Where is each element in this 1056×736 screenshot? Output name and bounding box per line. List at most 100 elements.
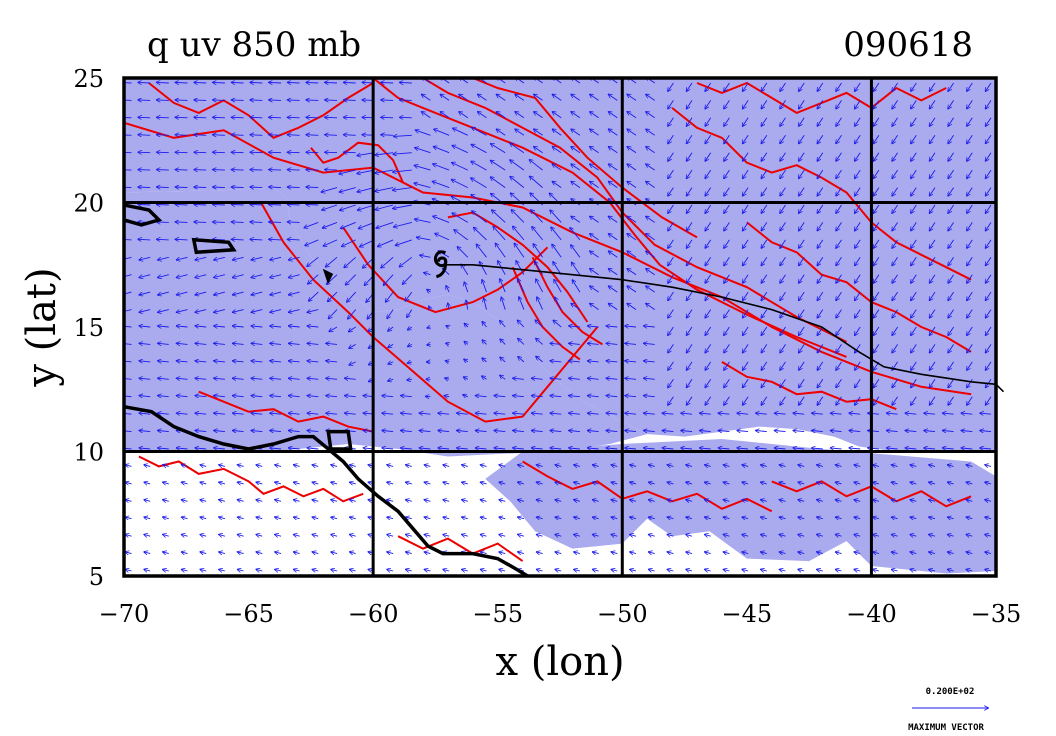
wind-vector [289, 256, 300, 260]
wind-vector [382, 431, 394, 432]
wind-vector [251, 291, 263, 295]
wind-vector [793, 448, 805, 449]
wind-vector [627, 286, 637, 293]
wind-vector [724, 257, 730, 265]
wind-vector [929, 535, 936, 537]
wind-vector [537, 552, 543, 554]
wind-vector [948, 274, 954, 283]
wind-vector [627, 269, 637, 276]
wind-vector [288, 222, 300, 223]
contour-line [310, 141, 404, 184]
wind-vector [443, 465, 450, 467]
wind-vector [331, 535, 338, 537]
wind-vector [289, 326, 300, 327]
wind-vector [492, 210, 506, 223]
wind-vector [644, 343, 655, 344]
wind-vector [408, 344, 412, 346]
wind-vector [986, 361, 992, 370]
wind-vector [518, 320, 525, 328]
wind-vector [630, 535, 637, 537]
wind-vector [269, 204, 282, 205]
wind-vector [407, 379, 412, 380]
wind-vector [251, 256, 263, 260]
wind-vector [182, 482, 188, 484]
wind-vector [588, 413, 599, 414]
wind-vector [873, 482, 880, 484]
wind-vector [606, 378, 618, 379]
wind-vector [609, 234, 618, 241]
shaded-region-south-east-moist-patch [485, 439, 996, 574]
wind-vector [139, 448, 151, 449]
wind-vector [182, 569, 188, 571]
wind-vector [986, 326, 992, 335]
x-tick-label: −65 [223, 600, 274, 628]
wind-vector [817, 309, 824, 318]
x-tick-label: −50 [597, 600, 648, 628]
wind-vector [537, 482, 543, 484]
contour-line [138, 455, 364, 503]
wind-vector [214, 431, 225, 432]
wind-vector [482, 340, 487, 345]
wind-vector [649, 517, 655, 519]
wind-vector [961, 431, 973, 432]
wind-vector [644, 326, 655, 327]
wind-vector [275, 482, 282, 484]
wind-vector [966, 569, 973, 571]
wind-vector [381, 100, 394, 101]
wind-vector [326, 413, 338, 414]
wind-vector [139, 361, 151, 362]
wind-vector [513, 431, 524, 432]
wind-vector [405, 291, 413, 301]
wind-vector [798, 569, 805, 571]
wind-vector [723, 465, 730, 467]
wind-vector [986, 309, 992, 318]
wind-vector [779, 482, 786, 484]
wind-vector [382, 396, 394, 397]
wind-vector [195, 413, 207, 414]
wind-vector [868, 448, 879, 449]
wind-vector [144, 500, 151, 502]
wind-vector [233, 361, 244, 362]
wind-vector [177, 309, 188, 313]
wind-vector [350, 517, 356, 519]
wind-vector [163, 465, 169, 467]
wind-vector [481, 517, 487, 519]
wind-vector [407, 309, 413, 318]
x-tick-label: −70 [99, 600, 150, 628]
wind-vector [195, 274, 207, 278]
wind-vector [213, 187, 225, 188]
wind-vector [275, 465, 282, 467]
wind-vector [667, 500, 674, 502]
wind-vector [144, 535, 151, 537]
wind-vector [966, 500, 973, 502]
wind-vector [419, 413, 431, 414]
wind-vector [930, 257, 936, 265]
wind-vector [213, 82, 225, 83]
contour-line [260, 202, 599, 423]
wind-vector [250, 239, 263, 240]
wind-vector [593, 482, 599, 484]
wind-vector [724, 309, 730, 318]
wind-vector [232, 222, 244, 223]
wind-vector [588, 361, 599, 362]
wind-vector [177, 413, 188, 414]
wind-vector [344, 135, 356, 136]
wind-vector [966, 517, 973, 519]
wind-vector [569, 396, 580, 397]
wind-vector [967, 257, 973, 265]
wind-vector [194, 170, 207, 171]
wind-vector [424, 482, 431, 484]
wind-vector [537, 569, 543, 571]
wind-vector [743, 396, 749, 405]
wind-vector [499, 500, 506, 502]
wind-vector [269, 222, 282, 223]
wind-vector [743, 257, 749, 265]
wind-vector [312, 500, 319, 502]
wind-vector [780, 379, 786, 387]
wind-vector [500, 375, 506, 380]
wind-vector [175, 187, 188, 188]
wind-vector [419, 431, 431, 432]
wind-vector [194, 204, 207, 205]
wind-vector [139, 413, 151, 414]
wind-vector [406, 535, 412, 537]
